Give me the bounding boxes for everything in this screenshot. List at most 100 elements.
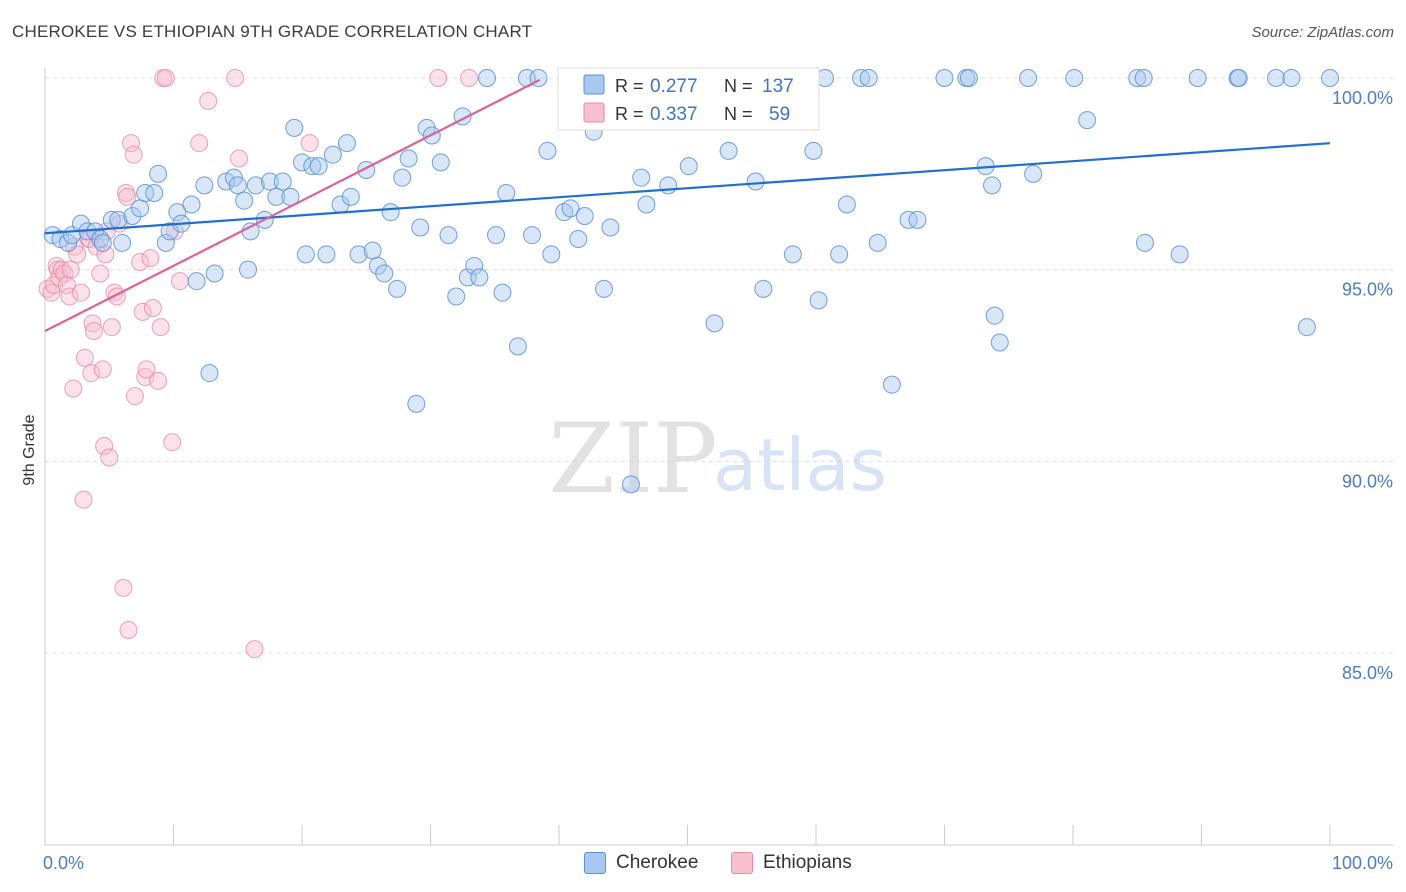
cherokee-point (317, 245, 336, 264)
cherokee-point (575, 207, 594, 225)
ethiopian-point (71, 283, 90, 302)
ethiopian-point (170, 272, 189, 291)
ethiopian-point (429, 69, 448, 87)
cherokee-point (804, 141, 823, 160)
ethiopian-point (100, 448, 119, 467)
cherokee-point (985, 306, 1004, 325)
x-tick-label: 100.0% (1332, 853, 1393, 873)
cherokee-point (493, 283, 512, 302)
cherokee-point (542, 245, 561, 264)
ethiopian-point (125, 387, 144, 406)
y-tick-label: 85.0% (1342, 663, 1393, 683)
cherokee-point (465, 256, 484, 275)
cherokee-point (71, 214, 90, 233)
cherokee-point (393, 168, 412, 187)
cherokee-point (990, 333, 1009, 352)
cherokee-point (569, 230, 588, 248)
cherokee-point (337, 134, 356, 153)
legend-swatch-ethiopian (583, 102, 605, 123)
ethiopian-point (102, 318, 121, 337)
cherokee-point (303, 157, 322, 176)
legend-label-cherokee: Cherokee (616, 852, 699, 873)
legend-r-value-ethiopian: 0.337 (650, 104, 698, 125)
ethiopian-point (93, 360, 112, 379)
legend-r-label-ethiopian: R = (615, 104, 644, 124)
cherokee-point (241, 222, 260, 241)
ethiopian-trend-line (44, 78, 541, 332)
cherokee-point (754, 279, 773, 298)
cherokee-point (594, 279, 613, 298)
cherokee-point (407, 394, 426, 413)
cherokee-point (187, 272, 206, 291)
chart-title: CHEROKEE VS ETHIOPIAN 9TH GRADE CORRELAT… (12, 22, 533, 41)
legend-label-ethiopians: Ethiopians (763, 852, 852, 873)
cherokee-point (293, 153, 311, 172)
y-tick-label: 90.0% (1342, 471, 1393, 491)
cherokee-point (859, 69, 878, 87)
cherokee-point (561, 199, 580, 218)
cherokee-point (719, 141, 738, 160)
cherokee-point (273, 172, 292, 191)
cherokee-point (1024, 164, 1043, 183)
cherokee-point (882, 375, 901, 394)
legend-r-label-cherokee: R = (615, 76, 644, 96)
cherokee-point (246, 176, 265, 195)
ethiopian-point (57, 276, 76, 294)
ethiopian-point (82, 364, 101, 383)
cherokee-point (149, 164, 168, 183)
axes-layer: 85.0% 90.0% 95.0% 100.0% 0.0% 100.0% (43, 68, 1393, 873)
cherokee-point (487, 226, 506, 245)
cherokee-point (868, 233, 887, 252)
cherokee-point (296, 245, 315, 264)
ethiopian-point (83, 314, 102, 333)
ethiopian-point (95, 437, 114, 455)
cherokee-point (783, 245, 802, 264)
cherokee-point (601, 218, 620, 237)
ethiopian-point (119, 621, 138, 639)
cherokee-point (439, 226, 458, 245)
cherokee-point (341, 187, 360, 206)
ethiopian-point (156, 69, 175, 87)
cherokee-point (399, 149, 418, 168)
cherokee-point (1019, 69, 1038, 87)
cherokee-point (447, 287, 466, 306)
cherokee-point (381, 203, 400, 222)
watermark-zip: ZIP (548, 403, 717, 515)
ethiopian-point (122, 134, 141, 153)
cherokee-point (632, 168, 651, 187)
cherokee-point (195, 176, 214, 195)
cherokee-point (908, 210, 927, 229)
x-tick-label: 0.0% (43, 853, 84, 873)
legend-n-label-ethiopian: N = (724, 104, 753, 124)
bottom-legend: Cherokee Ethiopians (0, 852, 1406, 878)
cherokee-point (156, 233, 175, 252)
cherokee-point (1128, 69, 1147, 87)
cherokee-point (935, 69, 954, 87)
ethiopian-point (245, 640, 264, 659)
ethiopian-point (151, 318, 170, 337)
cherokee-point (809, 291, 828, 310)
cherokee-point (349, 245, 368, 264)
legend-swatch-cherokee (583, 74, 605, 95)
cherokee-point (1134, 69, 1153, 87)
cherokee-point (679, 157, 698, 176)
cherokee-point (1282, 69, 1301, 87)
ethiopian-point (137, 360, 156, 379)
cherokee-point (309, 157, 328, 176)
cherokee-point (131, 199, 150, 218)
ethiopian-point (114, 578, 133, 597)
ethiopian-point (74, 490, 93, 509)
cherokee-point (1297, 318, 1316, 337)
cherokee-point (1188, 69, 1207, 87)
ethiopian-point (84, 322, 103, 340)
ethiopian-point (61, 260, 80, 279)
ethiopian-point (149, 371, 168, 390)
ethiopian-point (75, 348, 94, 367)
cherokee-point (538, 141, 557, 160)
grid-layer (45, 77, 1393, 654)
ethiopian-point (60, 287, 79, 306)
cherokee-point (388, 279, 407, 298)
cherokee-point (363, 241, 382, 260)
cherokee-point (637, 195, 656, 214)
